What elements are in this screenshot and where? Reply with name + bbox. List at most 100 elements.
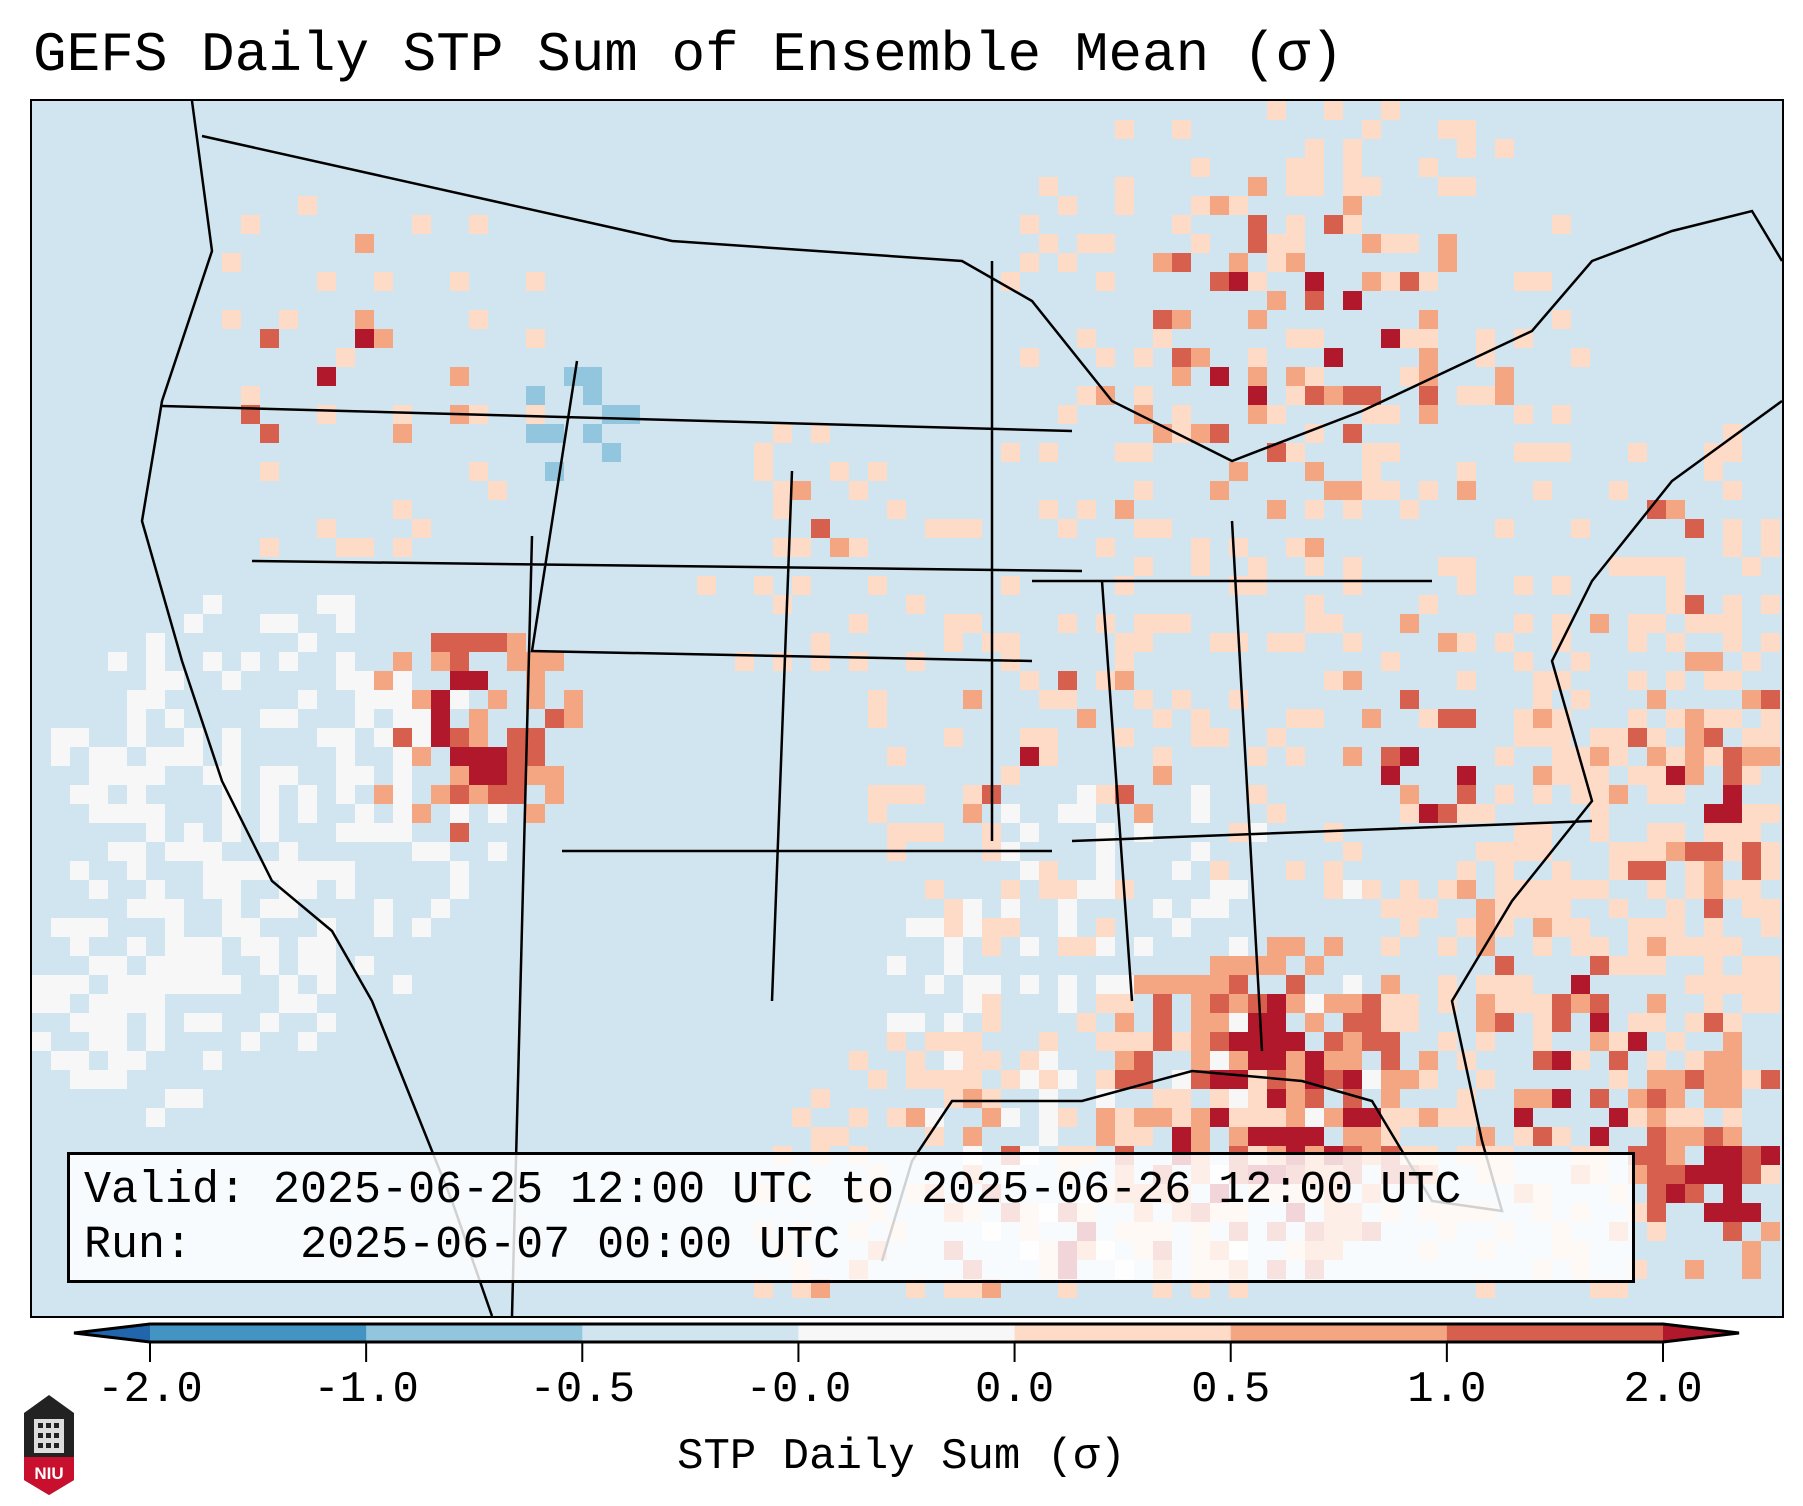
field-cell bbox=[146, 633, 165, 652]
field-cell bbox=[1229, 196, 1248, 215]
field-cell bbox=[1533, 880, 1552, 899]
field-cell bbox=[146, 880, 165, 899]
field-cell bbox=[1742, 975, 1761, 994]
field-cell bbox=[241, 937, 260, 956]
field-cell bbox=[1514, 994, 1533, 1013]
field-cell bbox=[1514, 576, 1533, 595]
field-cell bbox=[89, 804, 108, 823]
field-cell bbox=[1723, 614, 1742, 633]
field-cell bbox=[355, 709, 374, 728]
field-cell bbox=[431, 709, 450, 728]
field-cell bbox=[944, 899, 963, 918]
field-cell bbox=[925, 880, 944, 899]
field-cell bbox=[944, 728, 963, 747]
field-cell bbox=[146, 1108, 165, 1127]
field-cell bbox=[1457, 481, 1476, 500]
field-cell bbox=[773, 500, 792, 519]
field-cell bbox=[1685, 842, 1704, 861]
field-cell bbox=[906, 595, 925, 614]
field-cell bbox=[1685, 937, 1704, 956]
field-cell bbox=[1115, 500, 1134, 519]
field-cell bbox=[1552, 310, 1571, 329]
map-panel bbox=[30, 99, 1784, 1318]
field-cell bbox=[1704, 975, 1723, 994]
colorbar-segment bbox=[582, 1324, 799, 1342]
field-cell bbox=[1419, 329, 1438, 348]
field-cell bbox=[1324, 215, 1343, 234]
field-cell bbox=[1666, 576, 1685, 595]
field-cell bbox=[1077, 500, 1096, 519]
field-cell bbox=[887, 500, 906, 519]
field-cell bbox=[1343, 291, 1362, 310]
field-cell bbox=[1058, 671, 1077, 690]
field-cell bbox=[1704, 1051, 1723, 1070]
field-cell bbox=[298, 785, 317, 804]
field-cell bbox=[1115, 1108, 1134, 1127]
field-cell bbox=[1362, 120, 1381, 139]
field-cell bbox=[1666, 747, 1685, 766]
field-cell bbox=[526, 272, 545, 291]
field-cell bbox=[1343, 975, 1362, 994]
field-cell bbox=[1723, 1089, 1742, 1108]
field-cell bbox=[1286, 709, 1305, 728]
field-cell bbox=[526, 652, 545, 671]
field-cell bbox=[1248, 994, 1267, 1013]
field-cell bbox=[906, 1051, 925, 1070]
field-cell bbox=[1153, 329, 1172, 348]
field-cell bbox=[1723, 538, 1742, 557]
field-cell bbox=[1172, 405, 1191, 424]
field-cell bbox=[944, 1051, 963, 1070]
field-cell bbox=[1381, 1089, 1400, 1108]
field-cell bbox=[374, 329, 393, 348]
field-cell bbox=[1723, 785, 1742, 804]
field-cell bbox=[1172, 120, 1191, 139]
field-cell bbox=[469, 633, 488, 652]
field-cell bbox=[1305, 1089, 1324, 1108]
field-cell bbox=[526, 329, 545, 348]
field-cell bbox=[1191, 538, 1210, 557]
field-cell bbox=[127, 975, 146, 994]
field-cell bbox=[1419, 158, 1438, 177]
field-cell bbox=[1210, 1013, 1229, 1032]
field-cell bbox=[1761, 595, 1780, 614]
field-cell bbox=[1001, 918, 1020, 937]
field-cell bbox=[469, 462, 488, 481]
field-cell bbox=[1647, 994, 1666, 1013]
field-cell bbox=[1647, 1184, 1666, 1203]
field-cell bbox=[1077, 709, 1096, 728]
field-cell bbox=[1685, 1013, 1704, 1032]
field-cell bbox=[203, 842, 222, 861]
field-cell bbox=[1761, 1222, 1780, 1241]
field-cell bbox=[146, 804, 165, 823]
field-cell bbox=[1723, 481, 1742, 500]
field-cell bbox=[165, 956, 184, 975]
field-cell bbox=[1742, 880, 1761, 899]
field-cell bbox=[1096, 918, 1115, 937]
field-cell bbox=[1362, 462, 1381, 481]
field-cell bbox=[1096, 234, 1115, 253]
field-cell bbox=[507, 785, 526, 804]
field-cell bbox=[1723, 823, 1742, 842]
field-cell bbox=[1324, 671, 1343, 690]
field-cell bbox=[1096, 975, 1115, 994]
field-cell bbox=[944, 519, 963, 538]
field-cell bbox=[1609, 1032, 1628, 1051]
field-cell bbox=[393, 405, 412, 424]
field-cell bbox=[298, 804, 317, 823]
field-cell bbox=[1761, 633, 1780, 652]
field-cell bbox=[1191, 785, 1210, 804]
field-cell bbox=[1457, 386, 1476, 405]
field-cell bbox=[1248, 1089, 1267, 1108]
field-cell bbox=[1723, 937, 1742, 956]
field-cell bbox=[1514, 899, 1533, 918]
field-cell bbox=[1609, 842, 1628, 861]
field-cell bbox=[963, 804, 982, 823]
field-cell bbox=[298, 861, 317, 880]
field-cell bbox=[1533, 709, 1552, 728]
field-cell bbox=[1590, 956, 1609, 975]
field-cell bbox=[1704, 1013, 1723, 1032]
field-cell bbox=[792, 1279, 811, 1298]
field-cell bbox=[1286, 215, 1305, 234]
field-cell bbox=[1039, 177, 1058, 196]
field-cell bbox=[1400, 367, 1419, 386]
